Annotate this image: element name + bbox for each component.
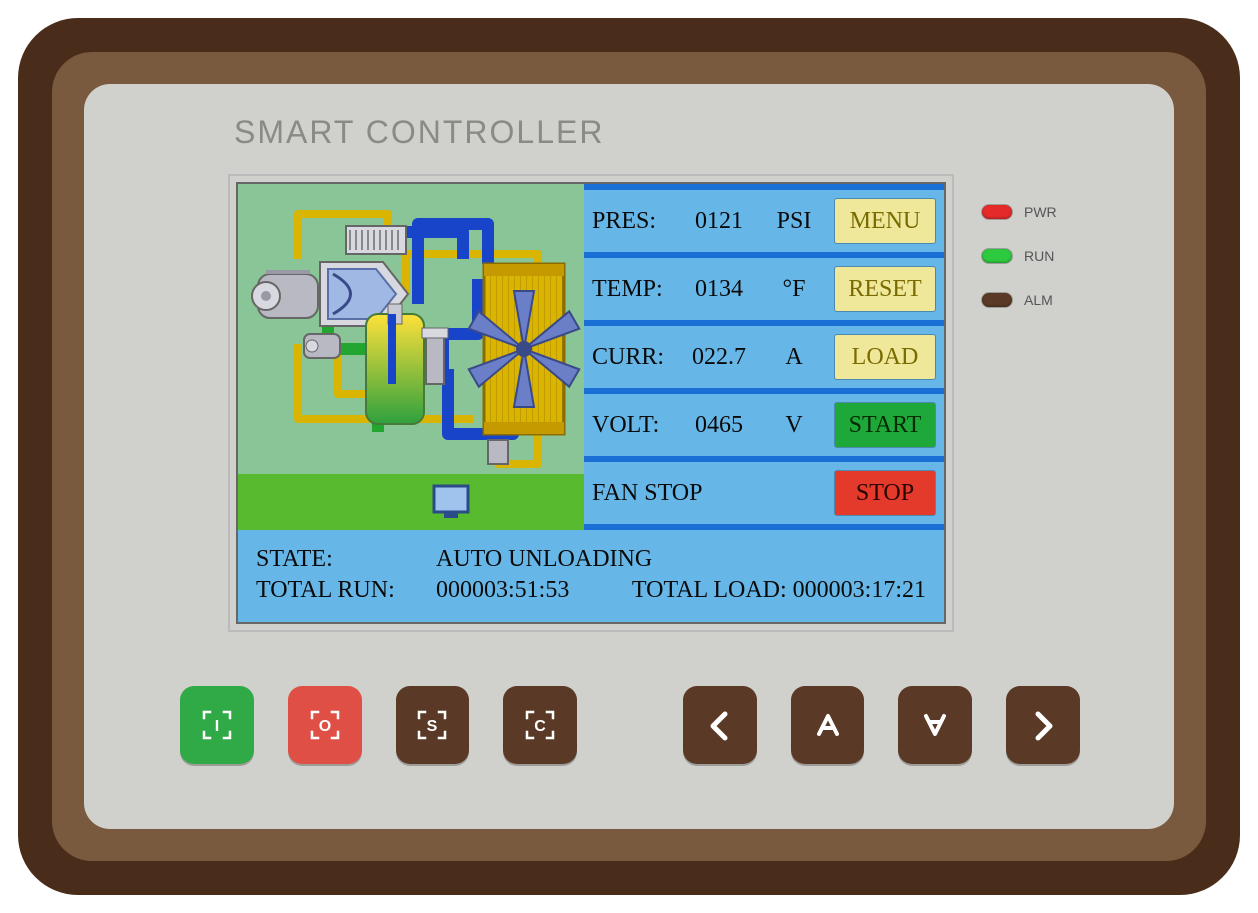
volt-value: 0465 [674, 412, 764, 439]
right-button[interactable] [1006, 686, 1080, 764]
pwr-led-icon [982, 205, 1012, 219]
up-button[interactable] [791, 686, 865, 764]
volt-unit: V [764, 412, 824, 439]
set-button[interactable]: S [396, 686, 470, 764]
alm-led-icon [982, 293, 1012, 307]
screen-frame: PRES: 0121 PSI MENU TEMP: 0134 °F RESET … [236, 182, 946, 624]
status-leds: PWR RUN ALM [982, 204, 1057, 308]
reticle-c-icon: C [523, 708, 557, 742]
state-label: STATE: [256, 546, 436, 573]
led-pwr-row: PWR [982, 204, 1057, 220]
start-soft-button[interactable]: START [835, 403, 935, 447]
led-alm-row: ALM [982, 292, 1057, 308]
left-button[interactable] [683, 686, 757, 764]
volt-label: VOLT: [584, 412, 674, 439]
readout-row-volt: VOLT: 0465 V START [584, 394, 944, 462]
pres-label: PRES: [584, 208, 674, 235]
temp-label: TEMP: [584, 276, 674, 303]
controller-face: SMART CONTROLLER [84, 84, 1174, 829]
total-load-label: TOTAL LOAD: [632, 577, 787, 603]
pres-value: 0121 [674, 208, 764, 235]
readout-row-pres: PRES: 0121 PSI MENU [584, 184, 944, 258]
stop-button[interactable]: O [288, 686, 362, 764]
chevron-up-icon [811, 708, 845, 742]
pwr-led-label: PWR [1024, 204, 1057, 220]
curr-label: CURR: [584, 344, 674, 371]
reticle-o-icon: O [308, 708, 342, 742]
start-button[interactable]: I [180, 686, 254, 764]
reset-button[interactable]: RESET [835, 267, 935, 311]
compressor-diagram [238, 184, 584, 530]
svg-text:C: C [534, 718, 546, 735]
state-value: AUTO UNLOADING [436, 546, 652, 573]
stop-soft-button[interactable]: STOP [835, 471, 935, 515]
menu-button[interactable]: MENU [835, 199, 935, 243]
reticle-i-icon: I [200, 708, 234, 742]
total-run-value: 000003:51:53 [436, 577, 569, 604]
readout-row-temp: TEMP: 0134 °F RESET [584, 258, 944, 326]
led-run-row: RUN [982, 248, 1057, 264]
hardware-button-row: I O S C [180, 686, 1080, 764]
total-load-value: 000003:17:21 [793, 577, 926, 603]
readout-row-fan: FAN STOP STOP [584, 462, 944, 530]
chevron-down-icon [918, 708, 952, 742]
confirm-button[interactable]: C [503, 686, 577, 764]
svg-text:S: S [427, 718, 438, 735]
pres-unit: PSI [764, 208, 824, 235]
run-led-label: RUN [1024, 248, 1054, 264]
load-button[interactable]: LOAD [835, 335, 935, 379]
alm-led-label: ALM [1024, 292, 1053, 308]
total-run-label: TOTAL RUN: [256, 577, 436, 604]
lcd-screen: PRES: 0121 PSI MENU TEMP: 0134 °F RESET … [238, 184, 944, 622]
readouts-panel: PRES: 0121 PSI MENU TEMP: 0134 °F RESET … [584, 184, 944, 530]
status-strip: STATE: AUTO UNLOADING TOTAL RUN: 000003:… [238, 536, 944, 622]
curr-value: 022.7 [674, 344, 764, 371]
title: SMART CONTROLLER [84, 114, 1174, 156]
run-led-icon [982, 249, 1012, 263]
chevron-right-icon [1026, 708, 1060, 742]
reticle-s-icon: S [415, 708, 449, 742]
svg-text:I: I [215, 718, 219, 735]
temp-value: 0134 [674, 276, 764, 303]
readout-row-curr: CURR: 022.7 A LOAD [584, 326, 944, 394]
fan-label: FAN STOP [584, 480, 824, 507]
temp-unit: °F [764, 276, 824, 303]
curr-unit: A [764, 344, 824, 371]
down-button[interactable] [898, 686, 972, 764]
svg-text:O: O [318, 718, 330, 735]
chevron-left-icon [703, 708, 737, 742]
